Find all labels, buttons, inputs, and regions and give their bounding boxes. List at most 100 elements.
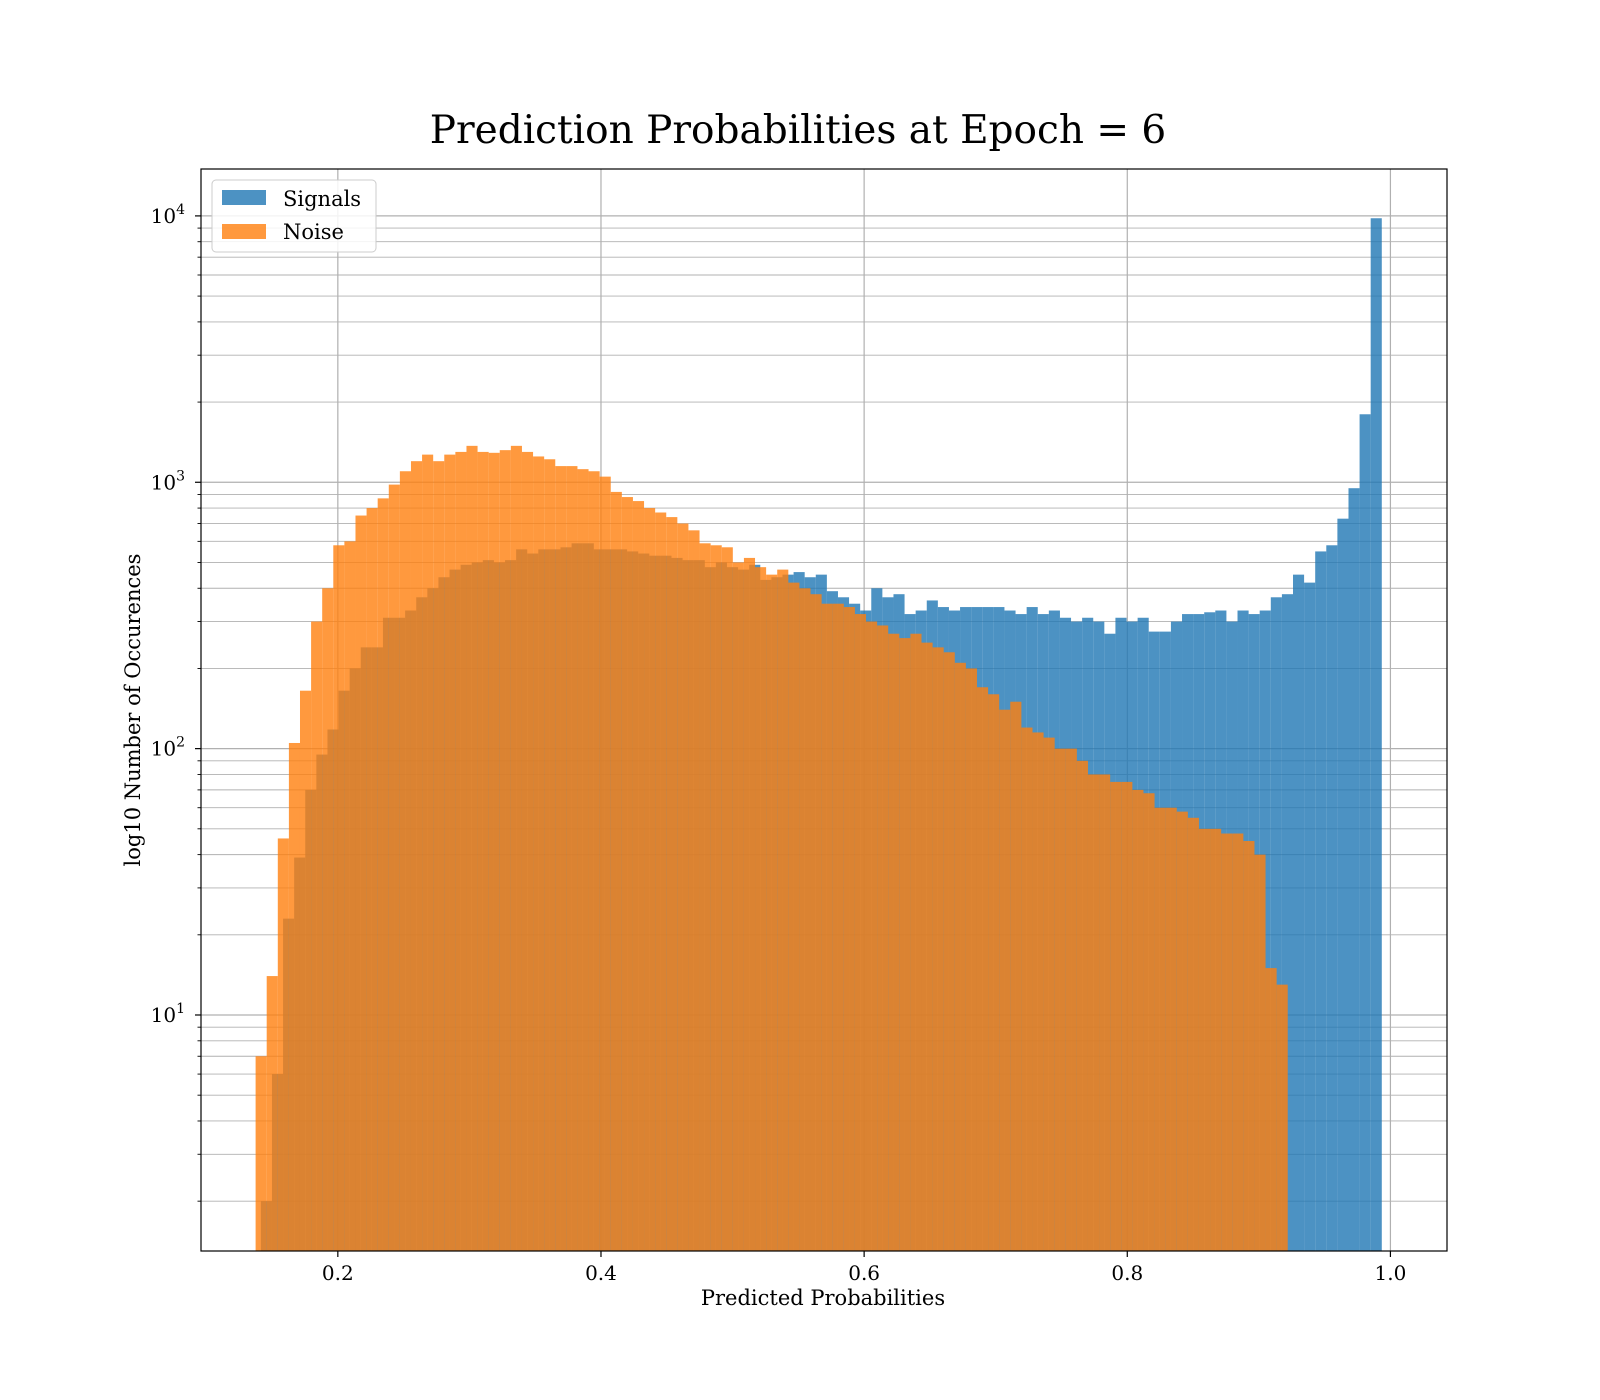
noise-bar-50 bbox=[810, 594, 822, 1251]
noise-bar-30 bbox=[588, 471, 600, 1251]
noise-bar-52 bbox=[832, 603, 844, 1251]
noise-bar-80 bbox=[1143, 793, 1155, 1251]
noise-bar-19 bbox=[466, 445, 478, 1251]
y-axis-ticks: 101 102 103 104 bbox=[151, 202, 201, 1202]
noise-bar-56 bbox=[877, 625, 889, 1251]
noise-bar-61 bbox=[932, 647, 944, 1251]
noise-bar-25 bbox=[533, 456, 545, 1251]
noise-bar-78 bbox=[1121, 781, 1133, 1251]
noise-bar-37 bbox=[666, 517, 678, 1251]
noise-bar-77 bbox=[1110, 781, 1122, 1251]
noise-bar-22 bbox=[499, 450, 511, 1251]
noise-bar-49 bbox=[799, 588, 811, 1251]
noise-bar-74 bbox=[1076, 760, 1088, 1251]
noise-bar-7 bbox=[333, 545, 345, 1251]
noise-bar-55 bbox=[866, 621, 878, 1251]
noise-bar-13 bbox=[399, 471, 411, 1251]
noise-bar-92 bbox=[1276, 984, 1288, 1251]
noise-bar-71 bbox=[1043, 737, 1055, 1251]
noise-bar-15 bbox=[422, 454, 434, 1251]
x-axis-label: Predicted Probabilities bbox=[701, 1286, 945, 1310]
noise-bar-33 bbox=[621, 497, 633, 1251]
noise-bar-11 bbox=[377, 498, 389, 1251]
noise-bar-59 bbox=[910, 633, 922, 1251]
noise-bar-20 bbox=[477, 451, 489, 1251]
noise-bar-79 bbox=[1132, 789, 1144, 1251]
noise-bar-21 bbox=[488, 452, 500, 1251]
noise-bar-91 bbox=[1265, 968, 1277, 1251]
noise-bar-3 bbox=[288, 742, 300, 1251]
signals-bar-95 bbox=[1315, 551, 1327, 1251]
noise-bar-26 bbox=[544, 459, 556, 1251]
noise-bar-88 bbox=[1232, 833, 1244, 1251]
plot-frame bbox=[200, 168, 1448, 1252]
noise-bar-75 bbox=[1087, 774, 1100, 1251]
noise-bar-53 bbox=[843, 607, 855, 1251]
noise-bar-14 bbox=[410, 461, 423, 1251]
noise-bar-67 bbox=[999, 709, 1011, 1251]
noise-bar-60 bbox=[921, 642, 933, 1251]
x-tick-label-1: 0.4 bbox=[585, 1261, 617, 1285]
noise-bar-87 bbox=[1221, 833, 1233, 1251]
signals-bar-98 bbox=[1348, 488, 1360, 1251]
noise-bar-47 bbox=[777, 569, 789, 1251]
noise-bar-44 bbox=[743, 557, 756, 1251]
x-tick-label-0: 0.2 bbox=[322, 1261, 354, 1285]
noise-bar-40 bbox=[699, 543, 711, 1251]
y-tick-label-1: 102 bbox=[151, 735, 185, 761]
signals-bar-100 bbox=[1370, 218, 1382, 1252]
signals-bar-97 bbox=[1337, 518, 1349, 1251]
noise-bar-89 bbox=[1243, 840, 1255, 1251]
noise-bar-6 bbox=[322, 588, 334, 1251]
y-tick-label-3: 104 bbox=[151, 202, 185, 228]
noise-bar-90 bbox=[1254, 854, 1266, 1251]
noise-bar-76 bbox=[1099, 774, 1111, 1251]
noise-bar-42 bbox=[721, 547, 733, 1251]
noise-bar-9 bbox=[355, 515, 367, 1251]
noise-bar-86 bbox=[1210, 828, 1222, 1251]
noise-bar-29 bbox=[577, 469, 589, 1251]
noise-bar-32 bbox=[610, 491, 622, 1251]
noise-bar-69 bbox=[1021, 727, 1033, 1251]
signals-bar-93 bbox=[1292, 574, 1305, 1251]
noise-bar-4 bbox=[299, 690, 312, 1251]
noise-bar-81 bbox=[1154, 807, 1166, 1251]
x-axis-ticks: 0.2 0.4 0.6 0.8 1.0 bbox=[322, 1251, 1406, 1285]
legend-label-noise: Noise bbox=[283, 220, 344, 244]
noise-bar-27 bbox=[555, 466, 567, 1252]
noise-bar-63 bbox=[954, 662, 966, 1251]
noise-bar-0 bbox=[255, 1056, 267, 1251]
legend: Signals Noise bbox=[211, 179, 377, 253]
noise-bar-84 bbox=[1187, 817, 1199, 1251]
noise-bar-57 bbox=[888, 633, 900, 1251]
signals-bar-91 bbox=[1270, 597, 1282, 1251]
noise-bar-46 bbox=[766, 574, 778, 1251]
noise-bar-58 bbox=[899, 638, 911, 1251]
y-axis-label: log10 Number of Occurences bbox=[121, 554, 145, 867]
noise-bar-31 bbox=[599, 476, 611, 1251]
noise-bar-85 bbox=[1198, 828, 1211, 1251]
noise-bar-24 bbox=[521, 451, 534, 1251]
noise-bar-73 bbox=[1065, 748, 1077, 1251]
noise-bar-82 bbox=[1165, 807, 1177, 1251]
noise-bar-10 bbox=[366, 508, 378, 1251]
noise-bar-17 bbox=[444, 454, 456, 1251]
noise-bars bbox=[255, 445, 1288, 1252]
noise-bar-28 bbox=[566, 466, 578, 1252]
noise-bar-41 bbox=[710, 545, 722, 1251]
legend-swatch-noise bbox=[222, 224, 266, 239]
noise-bar-34 bbox=[632, 501, 645, 1252]
noise-bar-23 bbox=[510, 445, 522, 1251]
noise-bar-36 bbox=[655, 512, 667, 1251]
noise-bar-38 bbox=[677, 523, 689, 1251]
y-tick-label-2: 103 bbox=[151, 468, 185, 494]
noise-bar-65 bbox=[976, 687, 989, 1251]
chart-title: Prediction Probabilities at Epoch = 6 bbox=[430, 108, 1166, 153]
signals-bar-92 bbox=[1281, 594, 1293, 1251]
noise-bar-64 bbox=[965, 668, 977, 1251]
noise-bar-18 bbox=[455, 451, 467, 1251]
legend-swatch-signals bbox=[222, 190, 266, 205]
noise-bar-54 bbox=[854, 614, 867, 1251]
legend-label-signals: Signals bbox=[283, 187, 361, 211]
x-tick-label-3: 0.8 bbox=[1111, 1261, 1143, 1285]
